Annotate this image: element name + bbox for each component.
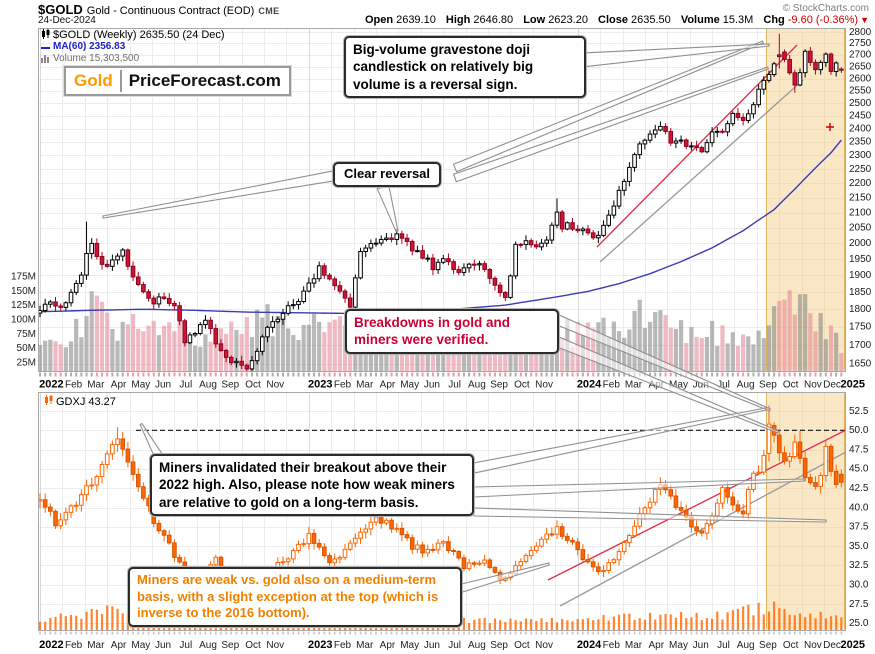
annotation-miners-invalidated: Miners invalidated their breakout above …: [150, 454, 474, 516]
logo-gold-word: Gold: [74, 71, 113, 90]
ma-legend-label: MA(60) 2356.83: [53, 41, 126, 52]
open-value: 2639.10: [396, 14, 436, 26]
low-label: Low: [523, 14, 546, 26]
close-label: Close: [598, 14, 628, 26]
volume-value: 15.3M: [722, 14, 754, 26]
quote-summary: Open 2639.10 High 2646.80 Low 2623.20 Close…: [358, 14, 869, 26]
symbol: $GOLD: [38, 2, 83, 17]
annotation-miners-weak: Miners are weak vs. gold also on a mediu…: [128, 567, 462, 627]
symbol-description: Gold - Continuous Contract (EOD): [86, 5, 255, 17]
annotation-breakdowns-verified: Breakdowns in gold and miners were verif…: [345, 309, 559, 354]
gold-legend: $GOLD (Weekly) 2635.50 (24 Dec) MA(60) 2…: [41, 29, 225, 65]
gold-series-label: $GOLD (Weekly) 2635.50 (24 Dec): [53, 29, 225, 41]
logo-site-word: PriceForecast.com: [128, 71, 281, 90]
volume-bars-icon: [41, 53, 50, 65]
ma-line-icon: [41, 41, 50, 53]
volume-legend-label: Volume 15,303,500: [53, 53, 140, 64]
chart-date: 24-Dec-2024: [38, 15, 96, 26]
gdxj-candlestick-icon: [44, 395, 53, 408]
exchange-label: CME: [258, 6, 280, 16]
gdxj-series-label: GDXJ 43.27: [56, 395, 116, 408]
annotation-gravestone-doji: Big-volume gravestone doji candlestick o…: [344, 36, 586, 98]
high-value: 2646.80: [473, 14, 514, 26]
candlestick-icon: [41, 29, 50, 41]
down-arrow-icon: ▼: [860, 15, 869, 25]
stockcharts-copyright: © StockCharts.com: [782, 3, 869, 14]
chg-label: Chg: [763, 14, 785, 26]
open-label: Open: [364, 14, 394, 26]
close-value: 2635.50: [630, 14, 671, 26]
annotation-clear-reversal: Clear reversal: [333, 162, 442, 187]
low-value: 2623.20: [548, 14, 588, 26]
high-label: High: [445, 14, 471, 26]
gdxj-legend: GDXJ 43.27: [44, 395, 116, 408]
priceforecast-logo[interactable]: Gold PriceForecast.com: [63, 65, 292, 97]
chart-header: $GOLD Gold - Continuous Contract (EOD) CME: [38, 1, 868, 17]
chg-value: -9.60 (-0.36%): [787, 14, 859, 26]
logo-divider: [119, 70, 122, 92]
volume-label: Volume: [680, 14, 720, 26]
